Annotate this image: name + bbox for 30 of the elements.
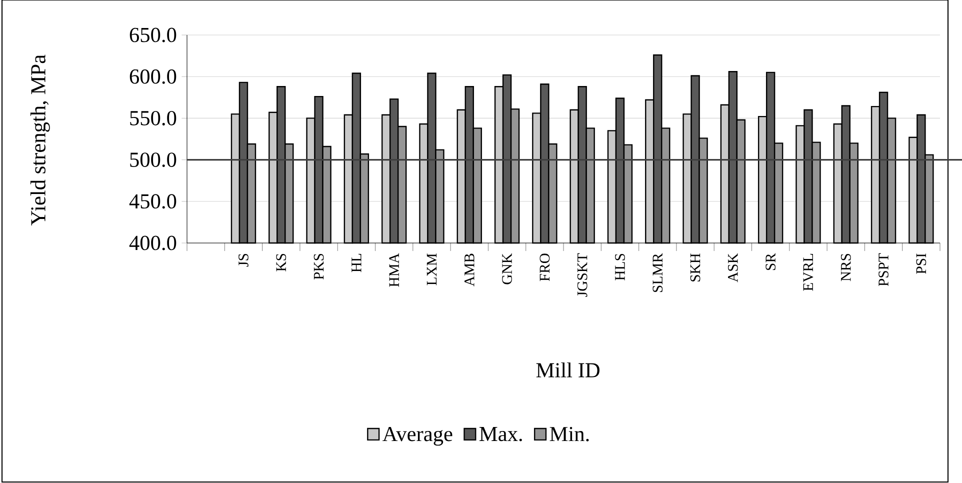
x-tick-label: GNK xyxy=(502,253,512,284)
x-tick-label: HLS xyxy=(615,254,625,280)
y-tick-label: 400.0 xyxy=(129,236,176,250)
x-tick-label: JGSKT xyxy=(577,253,588,297)
x-tick-label: KS xyxy=(276,254,286,272)
x-tick-label: SR xyxy=(766,253,776,270)
legend-label: Average xyxy=(382,426,452,446)
legend-label: Min. xyxy=(550,426,589,442)
y-tick-label: 500.0 xyxy=(130,152,176,168)
x-tick-label: NRS xyxy=(840,254,851,282)
x-tick-label: LXM xyxy=(426,253,437,286)
y-tick-label: 600.0 xyxy=(130,69,176,84)
x-tick-label: FRO xyxy=(540,254,550,282)
y-tick-label: 550.0 xyxy=(130,110,176,126)
x-tick-label: PKS xyxy=(314,254,324,280)
y-tick-label: 450.0 xyxy=(129,194,176,209)
x-tick-label: EVRL xyxy=(803,254,814,291)
y-axis-title: Yield strength, MPa xyxy=(30,54,50,226)
x-tick-label: SKH xyxy=(690,253,700,282)
x-tick-label: AMB xyxy=(464,254,474,286)
x-axis-title: Mill ID xyxy=(536,362,600,378)
x-tick-label: SLMR xyxy=(652,253,663,292)
x-tick-label: PSI xyxy=(916,254,926,274)
y-tick-label: 650.0 xyxy=(130,28,176,42)
x-tick-label: ASK xyxy=(728,253,738,282)
x-tick-label: JS xyxy=(238,254,248,267)
legend-label: Max. xyxy=(479,427,522,442)
x-tick-label: PSPT xyxy=(878,253,888,286)
x-tick-label: HL xyxy=(352,254,362,272)
x-tick-label: HMA xyxy=(389,253,399,287)
